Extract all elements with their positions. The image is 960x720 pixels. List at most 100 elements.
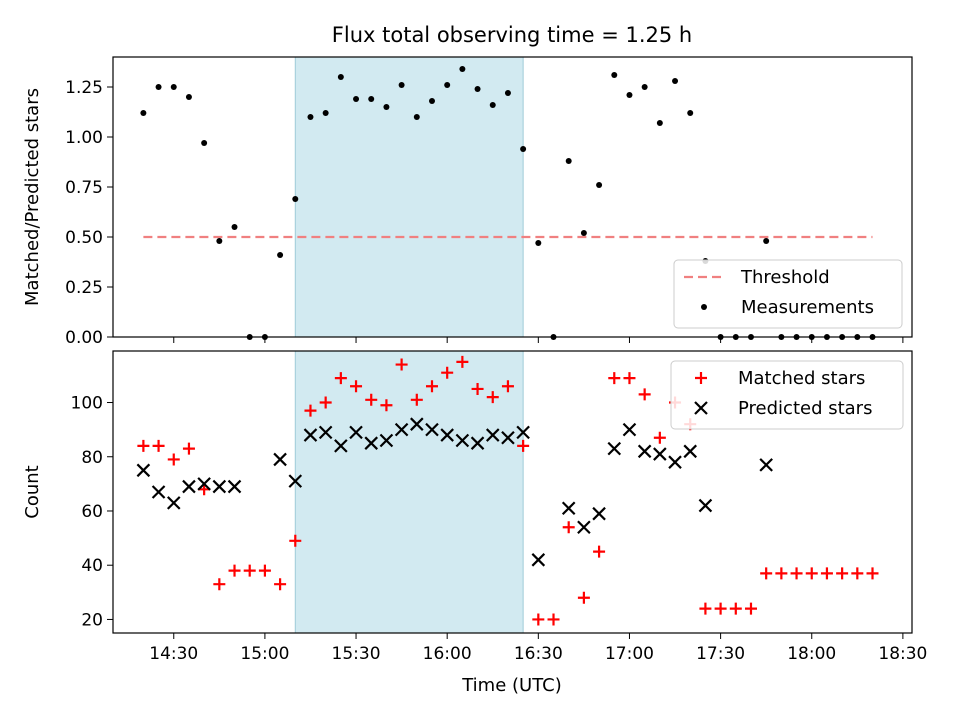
- measurement-point: [170, 84, 177, 90]
- matched-star-point: [289, 534, 302, 547]
- matched-star-point: [866, 567, 879, 580]
- measurement-point: [489, 102, 496, 108]
- matched-star-point: [471, 382, 484, 395]
- x-axis-label: Time (UTC): [461, 675, 562, 696]
- predicted-star-point: [516, 425, 530, 440]
- highlight-span: [294, 350, 524, 634]
- predicted-star-point: [698, 498, 713, 513]
- measurement-point: [580, 230, 587, 236]
- matched-star-point: [365, 393, 378, 406]
- predicted-star-point: [501, 430, 515, 445]
- legend-box: [670, 360, 904, 430]
- predicted-star-point: [182, 479, 196, 494]
- measurement-point: [596, 182, 603, 188]
- matched-star-point: [836, 567, 849, 580]
- predicted-star-point: [470, 436, 485, 450]
- matched-star-point: [380, 399, 393, 412]
- matched-star-point: [228, 564, 241, 577]
- measurement-point: [687, 110, 694, 116]
- y-tick-label: 0.75: [65, 178, 103, 198]
- matched-star-point: [425, 380, 438, 393]
- legend-matched-swatch: [695, 372, 707, 384]
- chart-title: Flux total observing time = 1.25 h: [332, 23, 692, 47]
- matched-star-point: [653, 431, 666, 444]
- measurement-point: [277, 252, 284, 258]
- predicted-star-point: [273, 452, 287, 467]
- matched-star-point: [152, 439, 165, 452]
- y-tick-label: 40: [81, 556, 103, 576]
- legend-label: Threshold: [740, 267, 830, 288]
- measurement-point: [140, 110, 147, 116]
- measurement-point: [656, 120, 663, 126]
- predicted-star-point: [364, 436, 379, 450]
- matched-star-point: [274, 578, 287, 591]
- measurement-point: [520, 146, 527, 152]
- legend-box: [673, 259, 903, 329]
- predicted-star-point: [379, 433, 394, 448]
- predicted-star-point: [440, 428, 454, 442]
- matched-star-point: [350, 380, 363, 393]
- predicted-star-point: [592, 506, 606, 521]
- predicted-star-point: [425, 422, 439, 437]
- predicted-star-point: [622, 422, 637, 437]
- measurement-point: [611, 72, 618, 78]
- predicted-star-point: [212, 479, 227, 494]
- measurement-point: [322, 110, 329, 116]
- legend-predicted-swatch: [694, 401, 708, 415]
- predicted-star-point: [151, 485, 166, 499]
- x-tick-label: 16:00: [423, 644, 472, 664]
- matched-star-point: [851, 567, 864, 580]
- matched-star-point: [334, 372, 347, 385]
- measurement-point: [428, 98, 435, 104]
- y-axis-label: Count: [22, 465, 43, 518]
- measurement-point: [353, 96, 360, 102]
- matched-star-point: [760, 567, 773, 580]
- matched-star-point: [547, 613, 560, 626]
- predicted-star-point: [561, 501, 576, 516]
- matched-star-point: [182, 442, 195, 455]
- measurement-point: [474, 86, 481, 92]
- matched-star-point: [699, 602, 712, 615]
- measurement-point: [398, 82, 405, 88]
- predicted-star-point: [577, 520, 591, 535]
- y-tick-label: 1.00: [65, 128, 103, 148]
- measurement-point: [383, 104, 390, 110]
- matched-star-point: [486, 391, 499, 404]
- legend-label: Predicted stars: [738, 398, 872, 419]
- legend-label: Measurements: [741, 297, 874, 318]
- matched-star-point: [243, 564, 256, 577]
- matched-star-point: [593, 545, 606, 558]
- y-tick-label: 0.25: [65, 278, 103, 298]
- x-tick-label: 17:00: [605, 644, 654, 664]
- measurement-point: [185, 94, 192, 100]
- predicted-star-point: [637, 444, 652, 459]
- predicted-star-point: [653, 447, 667, 461]
- predicted-star-point: [607, 441, 622, 456]
- matched-star-point: [319, 396, 332, 409]
- y-tick-label: 20: [81, 610, 103, 630]
- matched-star-point: [562, 521, 575, 534]
- legend-label: Matched stars: [738, 368, 865, 389]
- predicted-star-point: [668, 455, 682, 469]
- y-tick-label: 1.25: [65, 78, 103, 98]
- matched-star-point: [410, 393, 423, 406]
- measurement-point: [444, 82, 451, 88]
- matched-star-point: [577, 591, 590, 604]
- matched-star-point: [729, 602, 742, 615]
- x-tick-label: 18:30: [878, 644, 927, 664]
- axes-frame: [112, 56, 913, 338]
- predicted-star-point: [485, 428, 500, 442]
- matched-star-point: [820, 567, 833, 580]
- predicted-star-point: [531, 553, 546, 567]
- matched-star-point: [258, 564, 271, 577]
- measurement-point: [231, 224, 238, 230]
- measurement-point: [307, 114, 314, 120]
- matched-star-point: [517, 439, 530, 452]
- predicted-star-point: [683, 444, 698, 459]
- matched-star-point: [775, 567, 788, 580]
- highlight-span: [294, 56, 524, 338]
- measurement-point: [763, 238, 770, 244]
- measurement-point: [672, 78, 679, 84]
- measurement-point: [641, 84, 648, 90]
- predicted-star-point: [410, 417, 424, 431]
